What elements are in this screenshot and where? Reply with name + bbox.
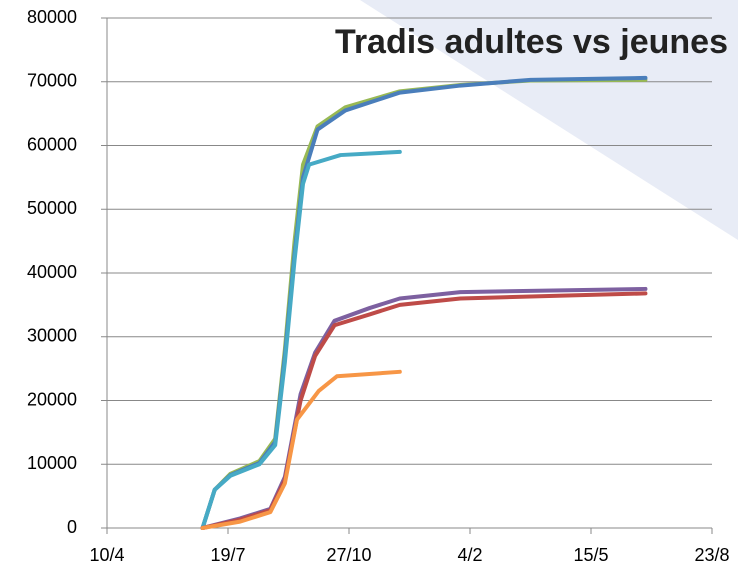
y-tick-label: 40000 (27, 262, 77, 282)
y-tick-label: 60000 (27, 134, 77, 154)
y-tick-label: 50000 (27, 198, 77, 218)
line-series (200, 291, 648, 530)
x-tick-label: 23/8 (694, 545, 729, 565)
background-shape (360, 0, 738, 240)
line-series (200, 149, 402, 530)
y-tick-label: 10000 (27, 453, 77, 473)
y-tick-label: 0 (67, 517, 77, 537)
y-tick-label: 20000 (27, 389, 77, 409)
x-tick-label: 4/2 (457, 545, 482, 565)
chart-title: Tradis adultes vs jeunes (335, 23, 728, 61)
y-tick-label: 30000 (27, 326, 77, 346)
y-tick-label: 80000 (27, 7, 77, 27)
y-tick-label: 70000 (27, 71, 77, 91)
x-tick-label: 10/4 (89, 545, 124, 565)
x-tick-label: 19/7 (210, 545, 245, 565)
line-series (200, 286, 648, 530)
x-tick-label: 15/5 (573, 545, 608, 565)
line-series (200, 369, 402, 530)
x-tick-label: 27/10 (326, 545, 371, 565)
